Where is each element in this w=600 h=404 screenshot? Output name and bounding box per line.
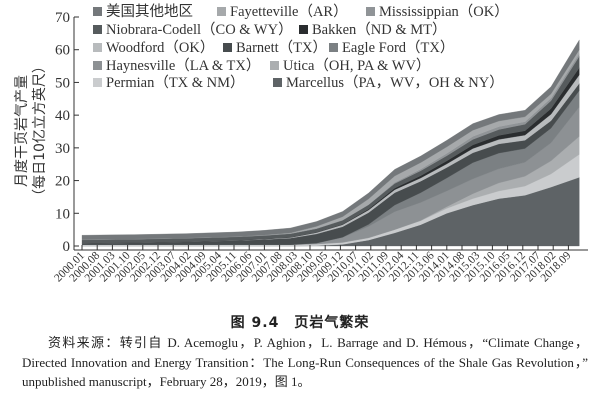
y-tick-label: 10 [55,206,70,222]
legend-label: Marcellus（PA，WV，OH & NY） [286,74,504,91]
y-axis-label: 月度干页岩气产量 [14,75,30,187]
legend-label: 美国其他地区 [106,3,193,20]
legend-item: Mississippian（OK） [366,3,509,20]
legend-label: Niobrara-Codell（CO & WY） [106,21,293,38]
legend-item: 美国其他地区 [93,3,193,20]
y-tick-label: 40 [55,108,70,124]
legend-swatch [93,7,102,16]
legend-item: Woodford（OK） [93,39,214,56]
figure-caption: 图 9.4 页岩气繁荣 [230,315,370,331]
stacked-areas [81,39,580,247]
legend-label: Eagle Ford（TX） [342,39,454,56]
y-tick-label: 60 [55,43,70,59]
legend-swatch [93,78,102,87]
y-tick-label: 70 [55,10,70,26]
legend-label: Woodford（OK） [106,39,214,56]
legend-item: Utica（OH, PA & WV） [270,57,430,74]
legend-swatch [273,78,282,87]
legend-item: Marcellus（PA，WV，OH & NY） [273,74,504,91]
legend-swatch [93,61,102,70]
legend-label: Mississippian（OK） [379,3,509,20]
legend-item: Haynesville（LA & TX） [93,57,260,74]
legend-label: Permian（TX & NM） [106,74,245,91]
y-tick-label: 0 [63,239,71,255]
legend-item: Fayetteville（AR） [217,3,348,20]
legend-label: Bakken（ND & MT） [312,21,447,38]
y-tick-label: 20 [55,174,70,190]
legend-label: Haynesville（LA & TX） [106,57,260,74]
legend-swatch [223,43,232,52]
legend-label: Fayetteville（AR） [230,3,348,20]
legend-item: Bakken（ND & MT） [299,21,447,38]
legend-swatch [93,43,102,52]
legend-swatch [93,25,102,34]
legend-swatch [329,43,338,52]
legend-swatch [217,7,226,16]
y-axis-unit: （每日10亿立方英尺） [31,59,48,203]
legend-item: Barnett（TX） [223,39,327,56]
legend-label: Utica（OH, PA & WV） [283,57,430,74]
legend-swatch [299,25,308,34]
legend-item: Permian（TX & NM） [93,74,245,91]
legend: 美国其他地区 Fayetteville（AR） Mississippian（OK） N… [93,3,509,91]
shale-gas-chart: 0102030405060702000.012000.082001.032001… [14,3,588,285]
legend-label: Barnett（TX） [236,39,327,56]
axes: 0102030405060702000.012000.082001.032001… [52,10,588,285]
y-tick-label: 50 [55,75,70,91]
legend-item: Niobrara-Codell（CO & WY） [93,21,293,38]
y-tick-label: 30 [55,141,70,157]
source-note: 资料来源：转引自 D. Acemoglu，P. Aghion，L. Barrag… [22,335,588,389]
legend-swatch [366,7,375,16]
area-11 [81,39,580,240]
legend-item: Eagle Ford（TX） [329,39,454,56]
legend-swatch [270,61,279,70]
